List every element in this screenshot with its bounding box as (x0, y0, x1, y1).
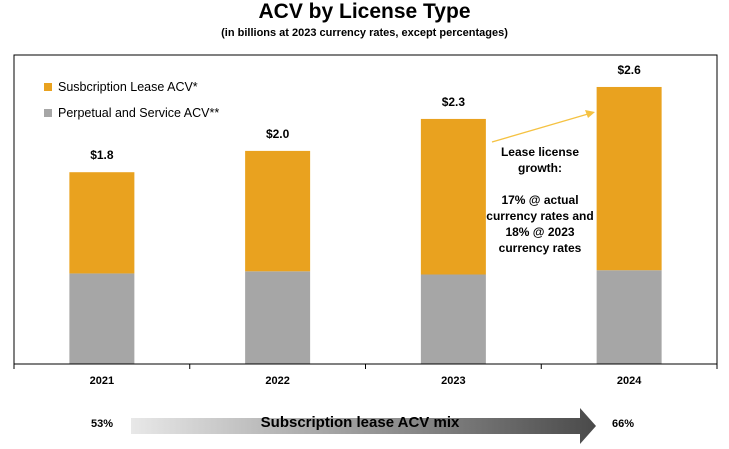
annotation-line: Lease license (500, 145, 580, 159)
annotation-line: growth: (518, 161, 562, 175)
annotation-line: currency rates (498, 241, 582, 255)
x-tick-label: 2023 (441, 375, 465, 387)
annotation-spacer (478, 176, 602, 192)
bar-segment (69, 273, 135, 364)
mix-end-percent: 66% (612, 418, 635, 430)
total-label: $2.3 (442, 95, 466, 109)
bar-segment (69, 172, 135, 274)
bar-segment (420, 274, 486, 364)
mix-start-percent: 53% (91, 418, 114, 430)
annotation-line: currency rates and (486, 209, 594, 223)
growth-arrow-head (585, 110, 595, 118)
x-tick-label: 2021 (90, 375, 114, 387)
chart-subtitle: (in billions at 2023 currency rates, exc… (221, 27, 508, 39)
growth-arrow (491, 113, 589, 143)
bar-segment (245, 271, 311, 364)
annotation-line: 17% @ actual (501, 193, 579, 207)
mix-arrow (131, 408, 596, 444)
bar-segment (245, 150, 311, 272)
total-label: $2.6 (617, 63, 641, 77)
x-tick-label: 2024 (617, 375, 642, 387)
annotation-line: 18% @ 2023 (505, 225, 575, 239)
legend-swatch-perpetual (44, 109, 52, 117)
bar-segment (420, 118, 486, 275)
mix-label: Subscription lease ACV mix (260, 414, 460, 431)
legend-label-subscription: Susbcription Lease ACV* (58, 80, 198, 94)
bar-segment (596, 86, 662, 271)
legend-item-subscription: Susbcription Lease ACV* (44, 80, 198, 94)
legend-item-perpetual: Perpetual and Service ACV** (44, 106, 219, 120)
total-label: $1.8 (90, 148, 114, 162)
total-label: $2.0 (266, 127, 290, 141)
bar-segment (596, 270, 662, 364)
legend-swatch-subscription (44, 83, 52, 91)
legend-label-perpetual: Perpetual and Service ACV** (58, 106, 220, 120)
x-tick-label: 2022 (265, 375, 289, 387)
growth-annotation: Lease license growth: 17% @ actual curre… (478, 144, 602, 256)
chart-title: ACV by License Type (258, 0, 471, 23)
